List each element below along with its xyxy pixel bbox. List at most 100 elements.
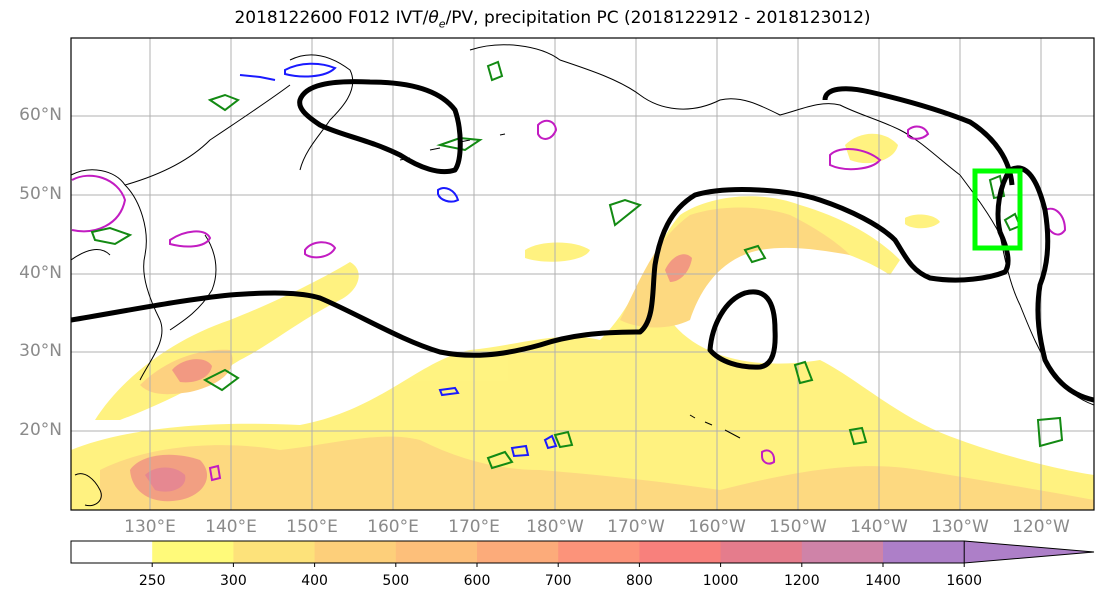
pv-green-4 [608,198,643,227]
title-suffix: /PV, precipitation PC (2018122912 - 2018… [445,8,871,28]
precipitation-shading [71,133,1094,510]
colorbar-segment [71,541,153,563]
pv-magenta-4 [537,119,558,140]
precip-blob-3 [905,214,940,229]
lon-label-150e: 150°E [286,517,338,537]
ivt-contour-main [71,165,1094,403]
colorbar-tick-label: 300 [220,573,247,589]
colorbar-segment [233,541,316,563]
pv-blue-4 [438,386,460,397]
colorbar-tick-label: 1400 [865,573,901,589]
coast-japan [169,234,217,331]
pv-magenta-8 [761,449,776,465]
pv-blue-1 [284,62,337,78]
pv-magenta-2 [169,230,212,248]
colorbar-segment [801,541,884,563]
pv-green-12 [486,60,504,82]
pv-green-9 [793,360,814,385]
colorbar-segment [720,541,803,563]
pv-blue-5 [543,434,558,450]
lat-label-60: 60°N [19,105,62,125]
pv-contours [71,60,1067,482]
pv-magenta-6 [907,125,930,140]
pv-magenta-1 [71,174,127,233]
colorbar-tick-label: 400 [301,573,328,589]
lon-label-130w: 130°W [931,517,989,537]
precip-band-mid [620,207,850,328]
precip-blob-1 [525,242,590,262]
lon-label-160w: 160°W [688,517,746,537]
colorbar-segment [639,541,722,563]
colorbar-tick-label: 600 [463,573,491,589]
lon-label-140e: 140°E [205,517,257,537]
pv-green-8 [553,430,574,449]
title-theta: θ [428,8,439,28]
lon-label-180w: 180°W [526,517,584,537]
colorbar-segment [477,541,559,563]
lon-label-140w: 140°W [850,517,908,537]
lat-label-40: 40°N [19,263,62,283]
colorbar-tick-label: 500 [382,573,410,589]
lon-label-120w: 120°W [1012,517,1070,537]
pv-green-5 [743,244,767,264]
coast-hawaii [689,414,741,439]
colorbar-segment [558,541,640,563]
coast-alaska [469,44,961,176]
lat-label-20: 20°N [19,420,62,440]
colorbar-tick-label: 1600 [946,573,982,589]
pv-green-3 [90,226,133,246]
colorbar-outline [70,540,965,564]
title-theta-sub: e [438,17,446,31]
lat-label-50: 50°N [19,184,62,204]
precip-core-3 [665,254,692,282]
lon-label-170w: 170°W [607,517,665,537]
lon-label-150w: 150°W [769,517,827,537]
colorbar-tick-label: 1200 [783,573,820,589]
ivt-contour-kamchatka [297,79,463,175]
lon-label-170e: 170°E [448,517,500,537]
pv-green-13 [988,174,1006,200]
coast-na-west [959,174,1094,406]
colorbar-extend-arrow [963,540,1095,564]
colorbar-tick-label: 800 [626,573,653,589]
map-frame [70,37,1095,511]
pv-green-6 [202,368,240,392]
coast-kamchatka [289,54,354,171]
ivt-contours [71,79,1094,403]
pv-blue-3 [437,187,460,203]
title-prefix: 2018122600 F012 IVT/ [234,8,429,28]
pv-green-1 [207,93,241,112]
pv-green-11 [1036,416,1064,448]
coast-philippines [74,473,102,507]
colorbar-tick-label: 1000 [702,573,739,589]
lon-label-130e: 130°E [124,517,176,537]
ivt-contour-cutoff [707,289,778,370]
coast-asia [71,84,291,381]
pv-blue-6 [510,444,530,458]
pv-magenta-3 [304,241,337,259]
map-title: 2018122600 F012 IVT/θe/PV, precipitation… [0,8,1105,30]
lat-label-30: 30°N [19,341,62,361]
pv-magenta-5 [829,148,882,171]
pv-green-7 [486,450,514,470]
precip-band-south-2 [100,436,1094,510]
precip-core-2 [172,359,212,383]
precip-blob-2 [845,133,898,164]
pv-green-2 [436,136,483,152]
pv-magenta-9 [208,464,222,482]
target-region-box [972,168,1023,251]
lon-label-160e: 160°E [367,517,419,537]
colorbar-tick-label: 700 [544,573,572,589]
precip-band-west [95,262,359,420]
colorbar [70,540,1095,567]
colorbar-segment [883,541,965,563]
colorbar-segment [314,541,397,563]
precip-core-1b [145,467,186,492]
pv-green-10 [848,426,868,446]
colorbar-segment [395,541,478,563]
ivt-contour-alaska [822,86,1015,186]
colorbar-tick-label: 250 [138,573,166,589]
graticule [71,38,1094,510]
pv-blue-2 [239,74,276,81]
